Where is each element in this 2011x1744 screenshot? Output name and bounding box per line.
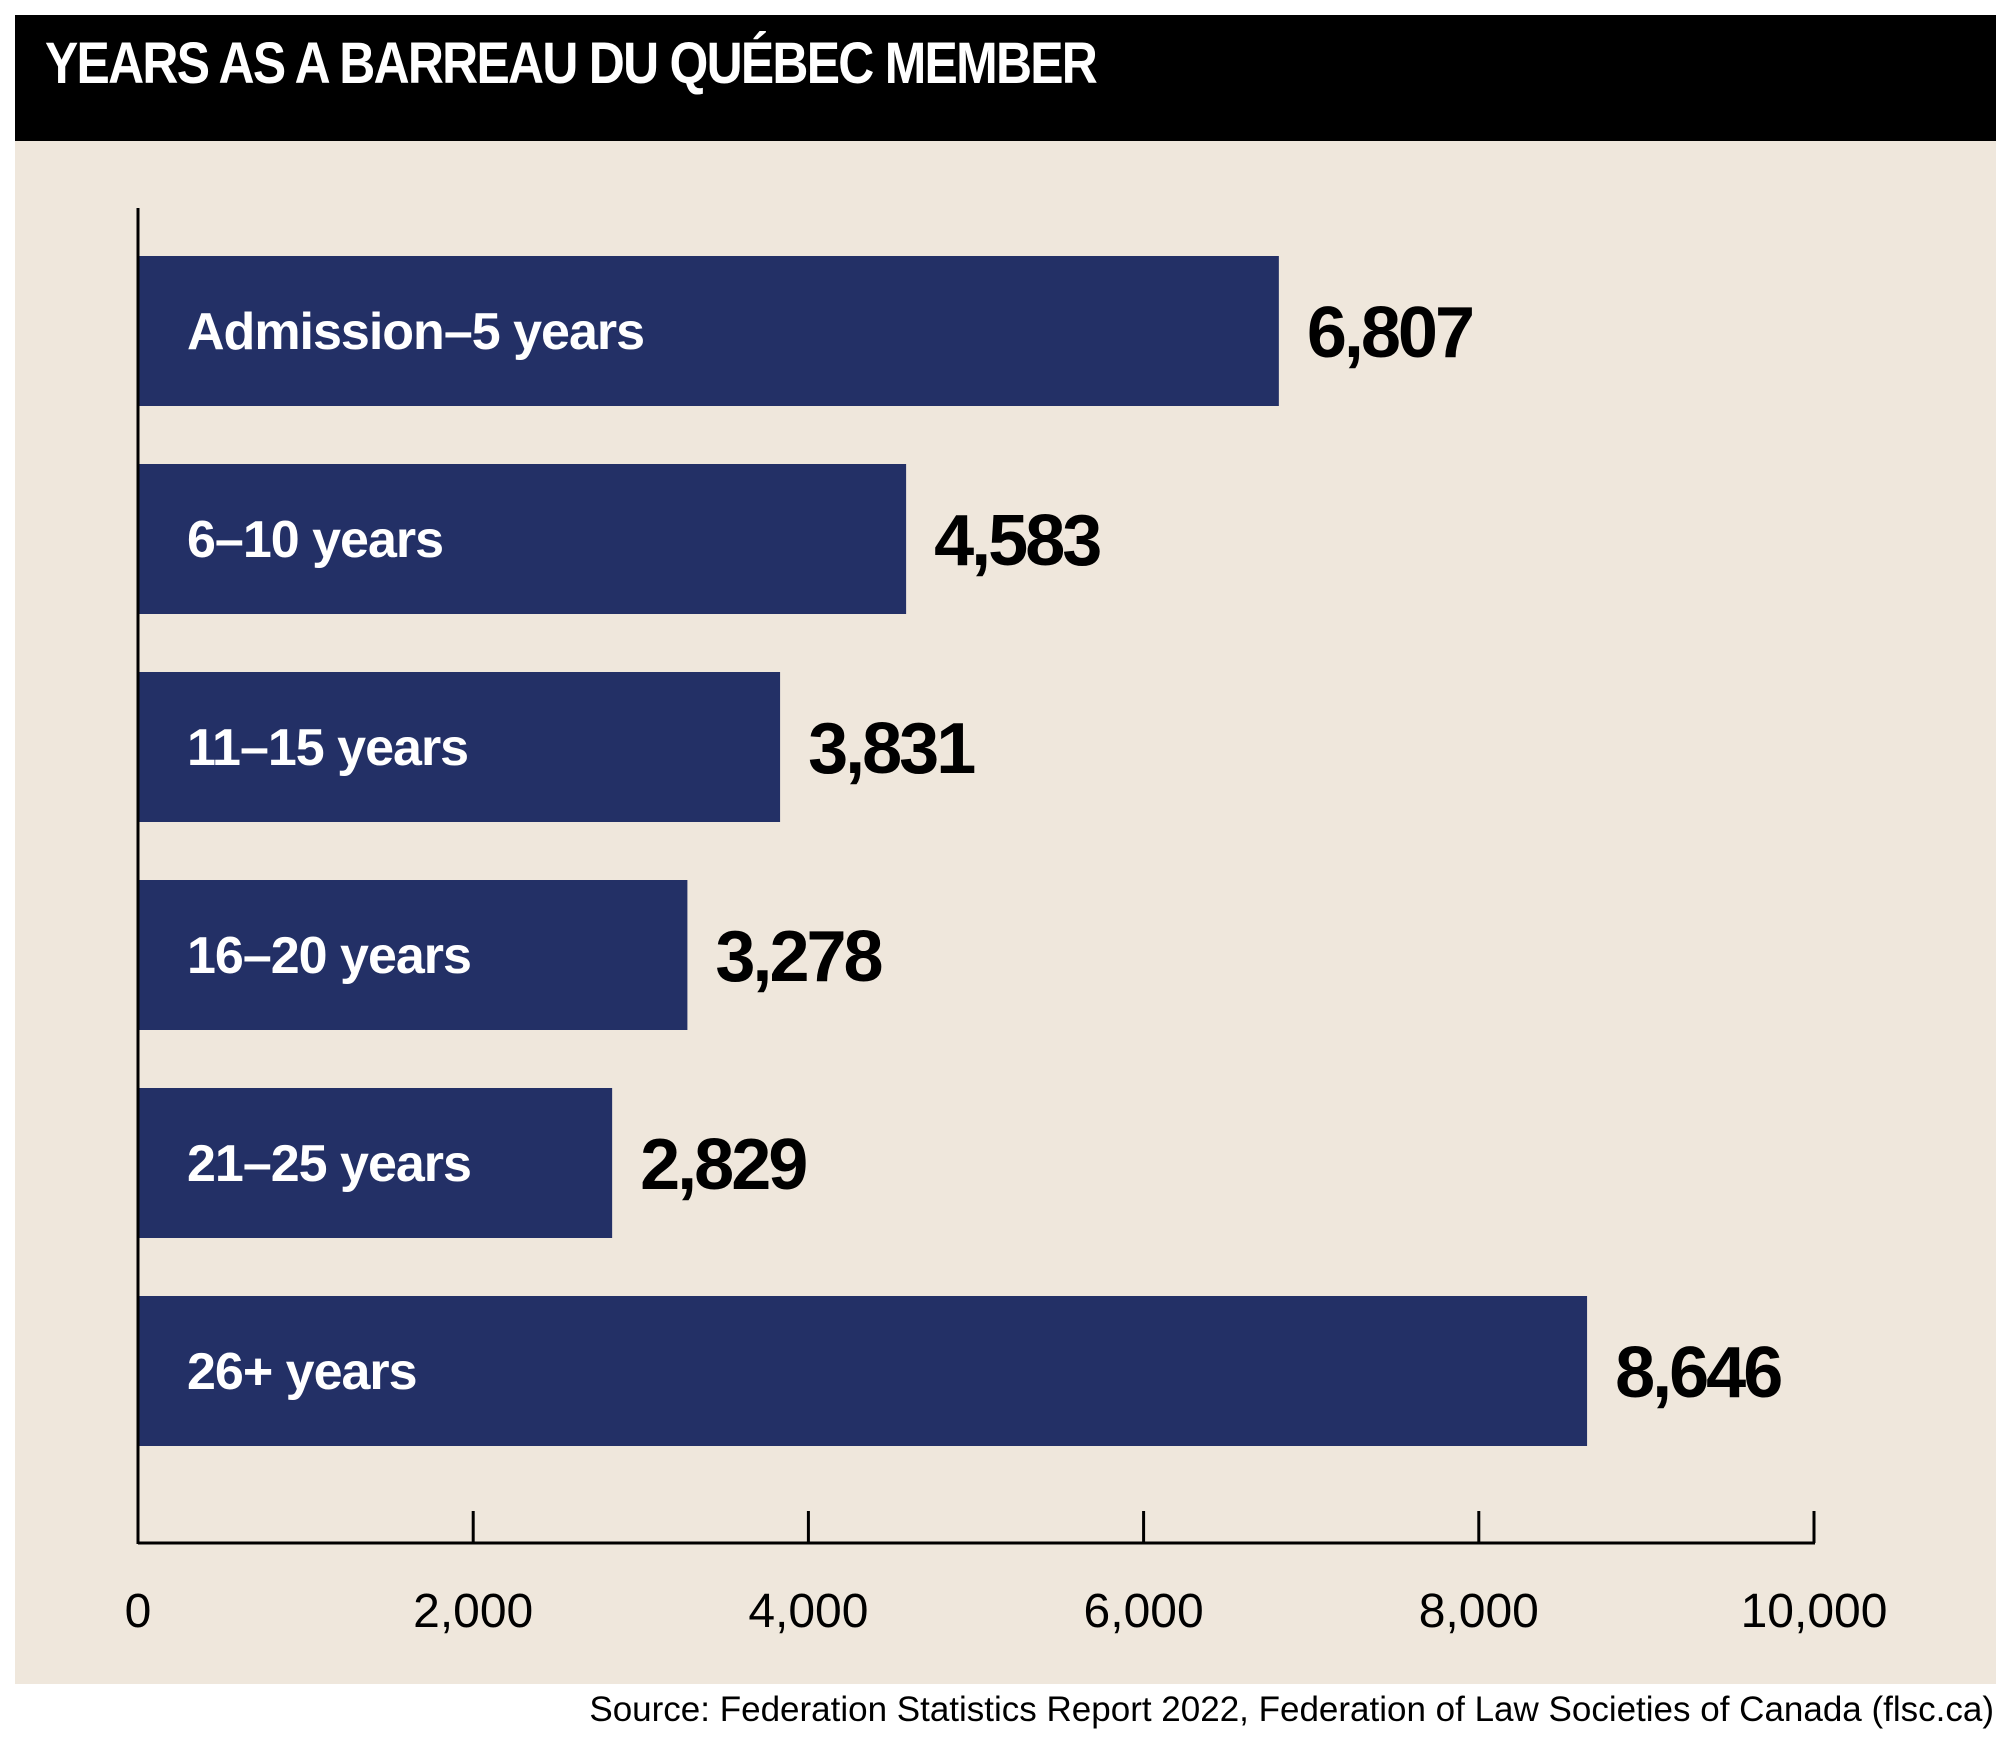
- bar: [138, 464, 907, 614]
- bar-value-label: 6,807: [1307, 293, 1472, 373]
- bar: [138, 256, 1279, 406]
- bar-value-label: 3,278: [715, 917, 881, 997]
- x-tick-label: 4,000: [748, 1585, 868, 1638]
- x-tick-label: 0: [125, 1585, 152, 1638]
- bar-category-label: 16–20 years: [187, 927, 471, 985]
- bar: [138, 1088, 613, 1238]
- bar-value-label: 2,829: [640, 1125, 806, 1205]
- bar-category-label: 11–15 years: [187, 719, 468, 777]
- title-bar: [15, 15, 1996, 141]
- bar: [138, 672, 781, 822]
- bar-category-label: Admission–5 years: [187, 303, 644, 361]
- source-note: Source: Federation Statistics Report 202…: [589, 1690, 1994, 1729]
- bar-value-label: 4,583: [934, 501, 1100, 581]
- bar-value-label: 3,831: [808, 709, 975, 789]
- x-tick-label: 2,000: [413, 1585, 533, 1638]
- bar: [138, 880, 688, 1030]
- bar-value-label: 8,646: [1615, 1333, 1781, 1413]
- bar: [138, 1296, 1588, 1446]
- x-tick-label: 8,000: [1419, 1585, 1539, 1638]
- bar-category-label: 21–25 years: [187, 1135, 471, 1193]
- bar-category-label: 26+ years: [187, 1343, 417, 1401]
- x-tick-label: 10,000: [1741, 1585, 1888, 1638]
- chart-title: YEARS AS A BARREAU DU QUÉBEC MEMBER: [45, 31, 1098, 96]
- bar-category-label: 6–10 years: [187, 511, 443, 569]
- x-tick-label: 6,000: [1084, 1585, 1204, 1638]
